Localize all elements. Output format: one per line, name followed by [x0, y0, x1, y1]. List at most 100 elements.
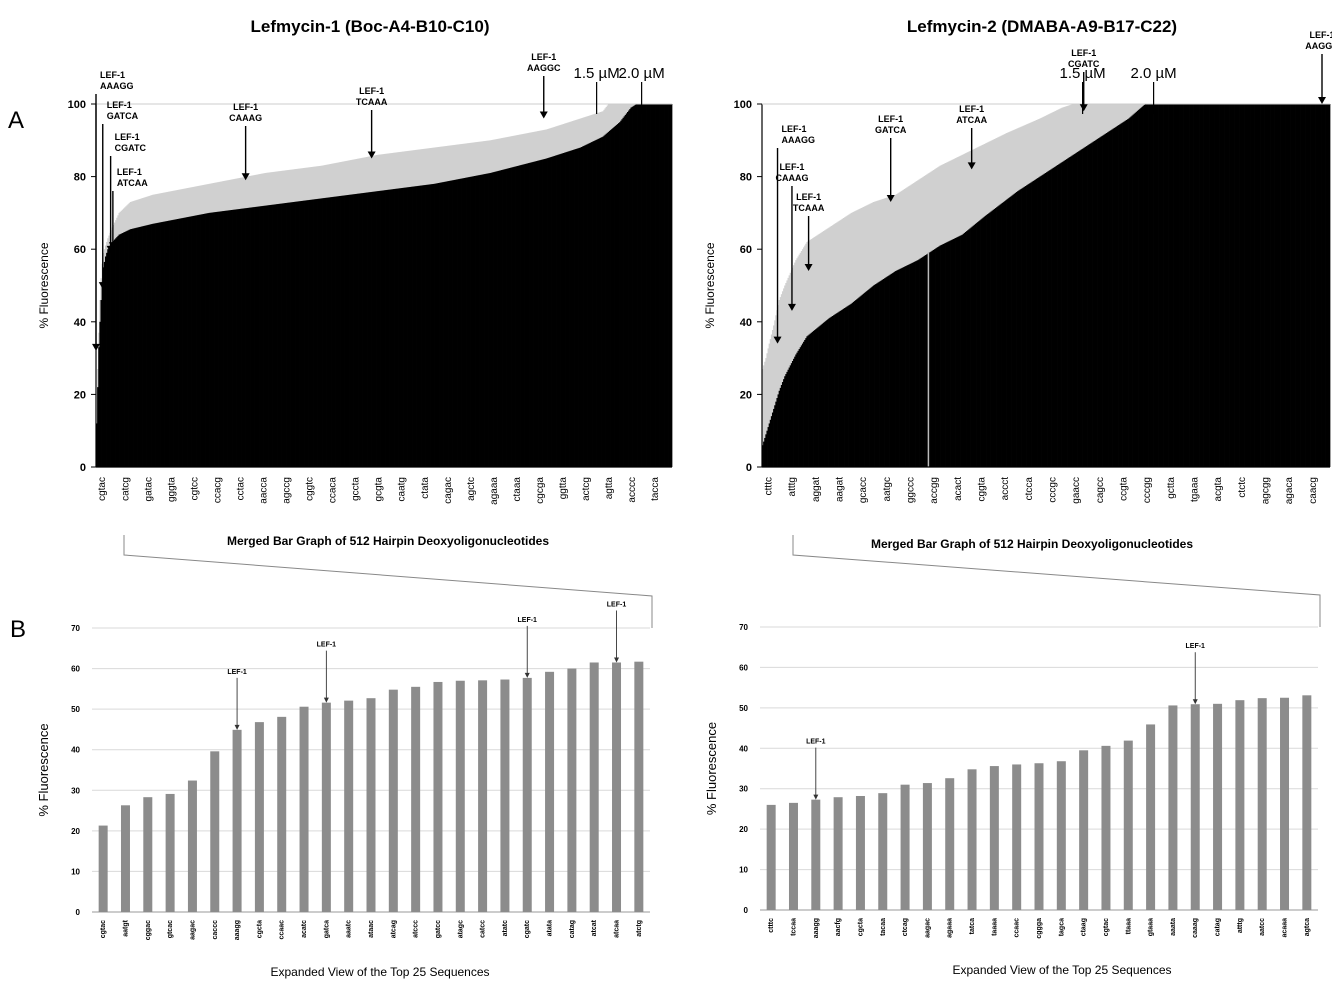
- chart1-bar-low: [276, 204, 278, 468]
- chart2-ytick-label: 0: [746, 462, 752, 474]
- chart1-bar-low: [279, 203, 281, 468]
- chart1-bar-low: [357, 193, 359, 468]
- chart1-bar-low: [300, 200, 303, 468]
- chart1-bar-low: [330, 197, 332, 468]
- chart1-bar-low: [378, 190, 380, 467]
- chart1-bar-low: [124, 231, 126, 467]
- chart2-bar-low: [1043, 173, 1046, 468]
- chart3-bar: [321, 702, 331, 912]
- chart1-bar-low: [163, 221, 165, 467]
- chart1-bar-low: [353, 194, 356, 468]
- chart1-bar-low: [190, 216, 192, 467]
- chart1-bar-low: [483, 174, 485, 467]
- chart4-xtick-label: ctaag: [1081, 918, 1088, 936]
- chart2-bar-low: [1192, 104, 1194, 467]
- chart2-bar-low: [880, 280, 883, 467]
- chart3-bar: [634, 661, 644, 912]
- chart2-bar-low: [857, 298, 859, 467]
- chart1-bar-low: [670, 104, 673, 467]
- chart2-bar-low: [1259, 104, 1261, 467]
- chart2-bar-low: [805, 338, 807, 467]
- chart2-bar-low: [781, 382, 784, 467]
- chart2-bar-low: [865, 291, 867, 467]
- chart3-annotation-label: LEF-1: [518, 617, 538, 624]
- chart1-bar-low: [321, 198, 323, 467]
- chart1-bar-low: [155, 223, 158, 467]
- chart1-bar-low: [535, 161, 538, 467]
- chart1-bar-low: [151, 224, 153, 467]
- chart1-bar-low: [126, 230, 128, 467]
- chart1-bar-low: [271, 204, 273, 467]
- chart2-bar-low: [994, 208, 997, 467]
- chart2-bar-low: [998, 205, 1000, 468]
- chart1-bar-low: [521, 164, 523, 467]
- chart1-bar-low: [398, 188, 401, 467]
- chart2-bar-low: [1256, 104, 1259, 467]
- chart1-bar-low: [272, 204, 275, 467]
- chart3-xtick-label: atatc: [502, 920, 509, 936]
- chart2-bar-low: [1298, 104, 1301, 467]
- chart1-bar-low: [613, 126, 615, 468]
- chart1-bar-low: [444, 181, 447, 467]
- chart2-bar-high: [767, 348, 770, 467]
- chart1-bar-low: [503, 169, 505, 467]
- chart1-bar-low: [162, 221, 164, 467]
- chart1-bar-low: [592, 141, 594, 467]
- chart2-bar-low: [887, 276, 889, 467]
- chart2-bar-low: [815, 329, 817, 467]
- chart2-bar-low: [1307, 104, 1310, 467]
- chart3-xtick-label: aaatc: [346, 920, 353, 938]
- chart1-bar-low: [268, 205, 270, 467]
- chart2-annotation-arrow-head: [804, 263, 813, 271]
- chart1-bar-low: [396, 188, 398, 467]
- chart2-annotation-label: AAAGG: [782, 135, 816, 145]
- chart1-bar-low: [486, 173, 488, 467]
- chart2-bar-low: [941, 244, 944, 467]
- chart2-annotation-arrow-head: [967, 162, 976, 170]
- chart2-bar-low: [1321, 104, 1323, 467]
- chart1-bar-low: [380, 190, 383, 468]
- chart1-bar-low: [324, 197, 326, 467]
- chart2-bar-low: [929, 252, 931, 467]
- chart1-bar-low: [462, 178, 465, 467]
- chart2-annotation-label: ATCAA: [956, 115, 987, 125]
- chart1-ytick-label: 100: [68, 99, 86, 111]
- chart3-annotation-label: LEF-1: [317, 642, 337, 649]
- chart2-bar-low: [900, 268, 903, 467]
- chart1-bar-low: [267, 205, 269, 467]
- chart2-bar-low: [908, 264, 910, 467]
- chart2-bar-low: [962, 233, 965, 467]
- chart4-bar: [1056, 761, 1066, 910]
- chart1-bar-low: [116, 237, 118, 467]
- chart1-bar-low: [469, 176, 471, 468]
- chart1-bar-low: [164, 221, 167, 467]
- chart1-bar-low: [447, 181, 449, 467]
- chart2-bar-low: [1193, 104, 1196, 467]
- chart2-annotation-arrow-head: [886, 195, 895, 203]
- chart1-bar-low: [98, 347, 100, 467]
- chart1-threshold-label: 2.0 µM: [619, 65, 665, 82]
- chart2-bar-low: [891, 273, 894, 467]
- chart2-ytick-label: 80: [740, 172, 752, 184]
- chart2-bar-low: [1230, 104, 1232, 467]
- chart1-bar-low: [301, 200, 304, 468]
- chart2-bar-low: [1190, 104, 1192, 467]
- chart1-bar-low: [580, 147, 583, 467]
- chart2-bar-low: [1268, 104, 1271, 467]
- chart2-bar-high: [762, 368, 764, 467]
- chart2-bar-low: [876, 283, 878, 467]
- chart2-bar-low: [1254, 104, 1257, 467]
- chart2-bar-low: [1099, 137, 1101, 467]
- chart2-bar-low: [1297, 104, 1300, 467]
- chart1-bar-low: [525, 163, 528, 468]
- chart1-bar-low: [430, 184, 432, 467]
- chart2-bar-low: [999, 204, 1001, 467]
- chart1-bar-low: [188, 216, 190, 467]
- chart2-bar-low: [793, 358, 795, 467]
- chart1-bar-low: [291, 202, 294, 467]
- chart3-xtick-label: catag: [569, 920, 576, 938]
- chart2-bar-low: [1129, 117, 1131, 467]
- chart2-bar-low: [1214, 104, 1217, 467]
- chart2-bar-low: [1082, 148, 1085, 467]
- chart2-bar-low: [1326, 104, 1329, 467]
